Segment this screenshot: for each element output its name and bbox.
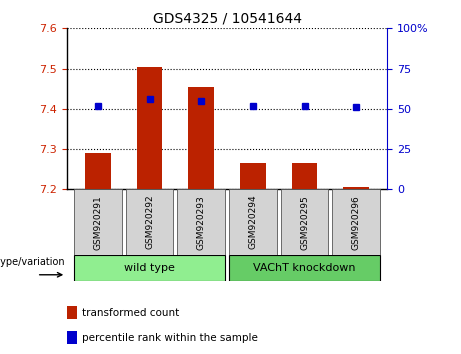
Bar [292, 163, 318, 189]
Bar [67, 331, 77, 344]
FancyBboxPatch shape [332, 189, 380, 255]
FancyBboxPatch shape [126, 189, 173, 255]
Bar [136, 67, 162, 189]
Text: percentile rank within the sample: percentile rank within the sample [82, 333, 258, 343]
Title: GDS4325 / 10541644: GDS4325 / 10541644 [153, 12, 301, 26]
FancyBboxPatch shape [74, 189, 122, 255]
Bar [85, 153, 111, 189]
FancyBboxPatch shape [74, 255, 225, 281]
Bar [188, 87, 214, 189]
Text: GSM920292: GSM920292 [145, 195, 154, 250]
Text: VAChT knockdown: VAChT knockdown [253, 263, 356, 273]
Text: GSM920294: GSM920294 [248, 195, 257, 250]
Text: GSM920293: GSM920293 [197, 195, 206, 250]
Text: GSM920295: GSM920295 [300, 195, 309, 250]
Text: GSM920296: GSM920296 [352, 195, 361, 250]
FancyBboxPatch shape [229, 255, 380, 281]
Text: wild type: wild type [124, 263, 175, 273]
FancyBboxPatch shape [281, 189, 328, 255]
FancyBboxPatch shape [229, 189, 277, 255]
Text: GSM920291: GSM920291 [93, 195, 102, 250]
Bar [343, 187, 369, 189]
Bar [240, 163, 266, 189]
FancyBboxPatch shape [177, 189, 225, 255]
Bar [67, 307, 77, 319]
Text: transformed count: transformed count [82, 308, 179, 318]
Text: genotype/variation: genotype/variation [0, 257, 65, 267]
